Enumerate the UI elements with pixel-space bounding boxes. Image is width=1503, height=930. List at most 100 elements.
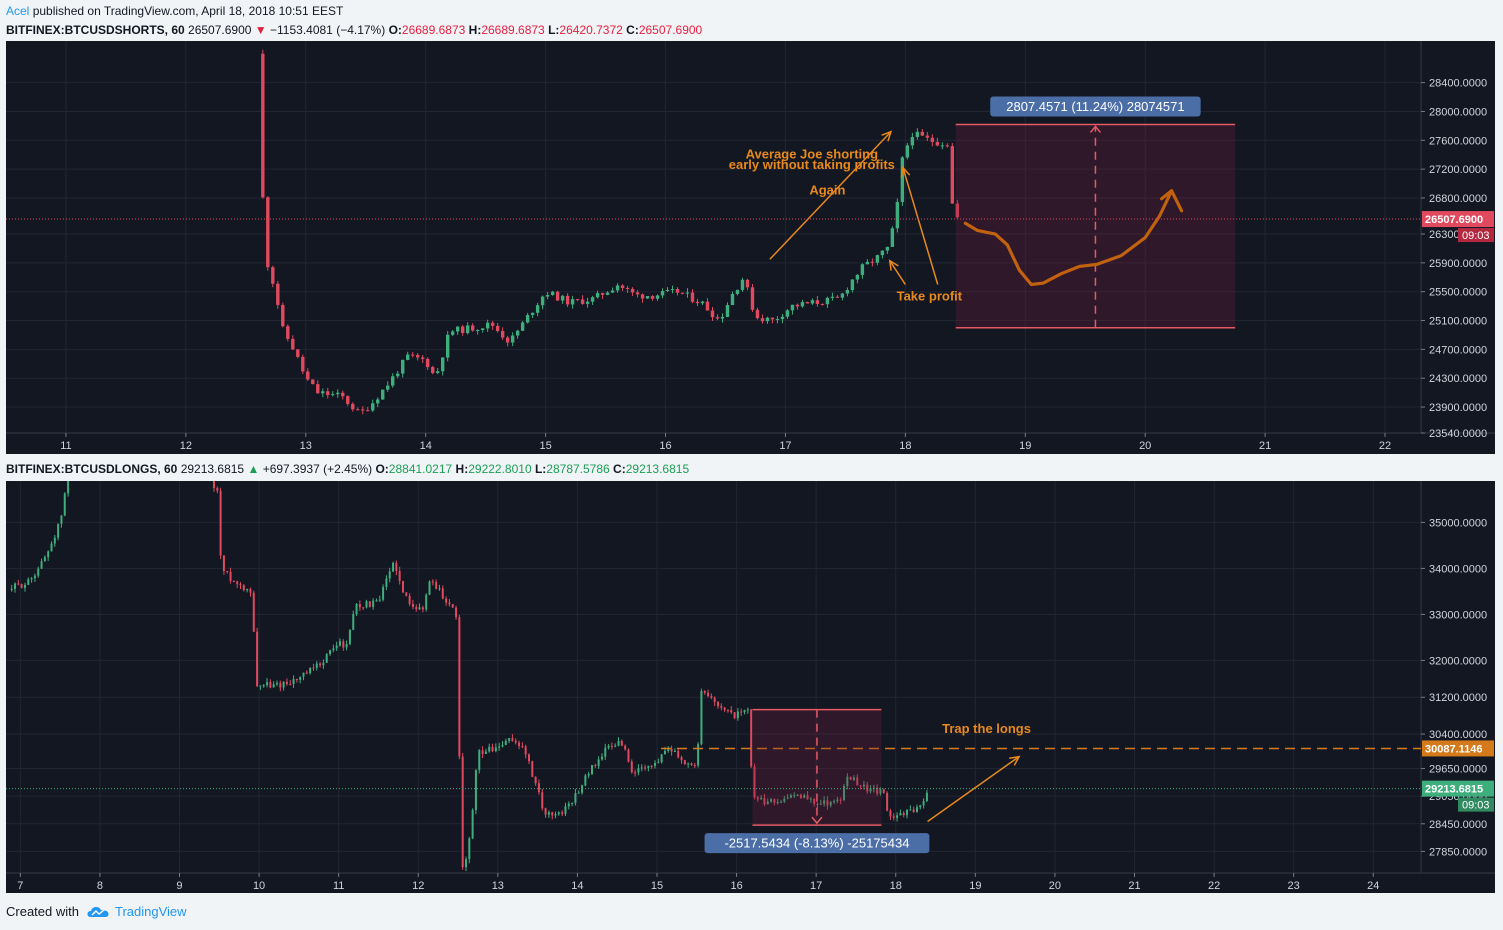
candle-body [743,710,746,713]
bottom-high: 29222.8010 [468,462,532,476]
candle-body [342,641,345,648]
candle-body [544,808,547,815]
trap-level-tag: 30087.1146 [1425,743,1483,755]
candle-body [591,764,594,774]
candle-body [272,684,275,688]
candle-body [458,617,461,757]
price-tick-label: 31200.0000 [1429,692,1487,704]
candle-body [465,325,470,334]
candle-body [478,750,481,771]
bottom-symbol[interactable]: BITFINEX:BTCUSDLONGS, 60 [6,462,178,476]
time-tick-label: 15 [539,440,551,452]
candle-body [902,813,905,816]
candle-body [299,676,302,681]
time-tick-label: 21 [1128,880,1140,892]
candle-body [416,354,420,358]
candle-body [645,296,650,299]
last-price-tag: 26507.6900 [1425,214,1483,226]
candle-body [760,797,763,800]
candle-body [560,295,565,301]
annotation-arrow-profit-1 [902,167,939,285]
candle-body [717,701,720,707]
candle-body [745,279,750,288]
candle-body [514,740,517,743]
candle-body [585,301,590,304]
candle-body [226,571,229,573]
candle-body [524,746,527,755]
candle-body [839,799,842,801]
candle-body [920,131,925,136]
measure-arrow-up-icon [1089,125,1102,133]
candle-body [219,490,222,556]
candle-body [262,685,265,687]
longs-chart[interactable]: 35000.0000 34000.0000 33000.0000 32000.0000… [6,481,1495,893]
shorts-chart[interactable]: 28400.0000 28000.0000 27600.0000 27200.0000… [6,41,1495,454]
candle-body [326,391,330,396]
candle-body [627,749,630,762]
candle-body [401,580,404,593]
candle-body [222,555,225,572]
candle-body [351,403,355,410]
price-tick-label: 35000.0000 [1429,517,1487,529]
candle-body [421,357,425,359]
candle-body [557,812,560,815]
candle-body [405,592,408,596]
time-tick-label: 11 [60,440,71,452]
candle-body [750,287,755,310]
candle-body [673,751,676,753]
candle-body [232,580,235,582]
candle-body [451,604,454,608]
annotation-text-3: Take profit [897,288,963,303]
candle-body [296,349,300,357]
candle-body [766,801,769,805]
candle-body [311,379,315,385]
price-tick-label: 23900.0000 [1429,402,1487,414]
candle-body [435,371,440,374]
candle-body [575,299,580,301]
candle-body [879,789,882,794]
candle-body [660,754,663,763]
countdown-bg [1458,228,1494,243]
candle-body [840,293,845,298]
candle-body [776,802,779,804]
top-symbol[interactable]: BITFINEX:BTCUSDSHORTS, 60 [6,23,185,37]
candle-body [945,145,950,147]
candle-body [475,329,480,331]
candle-body [481,750,484,754]
candle-body [381,389,385,400]
tradingview-link[interactable]: TradingView [87,904,187,919]
candle-body [302,672,305,677]
candle-body [541,792,544,809]
candle-body [849,776,852,780]
price-tick-label: 23540.0000 [1429,428,1487,440]
candle-body [435,581,438,589]
time-tick-label: 17 [810,880,822,892]
candle-body [331,394,335,396]
candle-body [518,742,521,747]
candle-body [321,391,325,394]
candle-body [450,331,455,335]
tradingview-brand: TradingView [114,904,187,919]
candle-body [366,410,370,412]
candle-body [955,203,960,218]
author-link[interactable]: Acel [6,4,30,18]
candle-body [521,746,524,748]
candle-body [710,310,715,318]
candle-body [388,571,391,579]
candle-body [488,746,491,752]
longs-chart-panel[interactable]: 35000.0000 34000.0000 33000.0000 32000.0000… [6,481,1495,893]
annotation-arrow-shorting-head [881,130,893,142]
candle-body [810,300,815,304]
candle-body [306,371,310,380]
candle-body [561,812,564,814]
candle-body [690,292,695,302]
candle-body [567,803,570,807]
shorts-chart-panel[interactable]: 28400.0000 28000.0000 27600.0000 27200.0000… [6,41,1495,454]
candle-body [753,766,756,798]
candle-body [736,711,739,719]
time-tick-label: 16 [730,880,742,892]
candle-body [448,602,451,605]
price-tick-label: 32000.0000 [1429,655,1487,667]
annotation-arrow-profit-1-head [900,166,911,178]
candle-body [919,805,922,808]
